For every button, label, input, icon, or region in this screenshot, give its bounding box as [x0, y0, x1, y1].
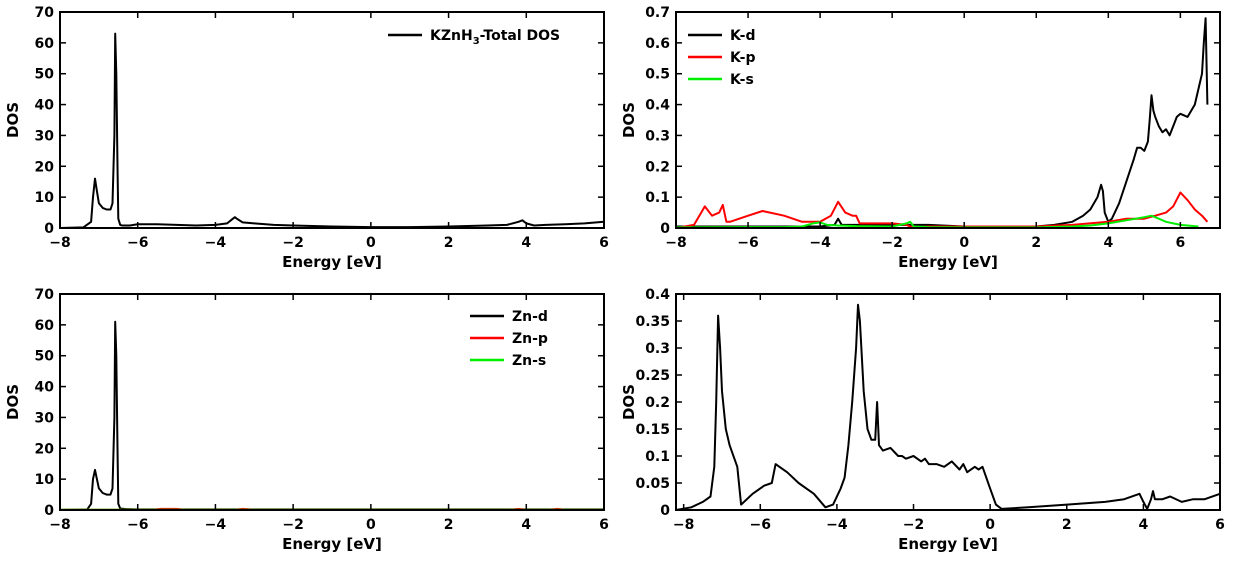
- x-tick-label: −4: [205, 235, 227, 251]
- y-tick-label: 20: [35, 159, 55, 175]
- y-tick-label: 70: [35, 287, 55, 303]
- y-tick-label: 0.3: [645, 128, 670, 144]
- y-tick-label: 0.4: [645, 287, 670, 303]
- series-line-h-dos: [675, 303, 1221, 511]
- legend-entry: K-d: [730, 28, 755, 44]
- y-tick-label: 60: [35, 318, 55, 334]
- x-tick-label: −2: [903, 517, 924, 533]
- plot-frame: [59, 293, 605, 511]
- x-tick-label: 4: [521, 517, 531, 533]
- x-tick-label: −4: [205, 517, 227, 533]
- y-tick-label: 30: [35, 128, 55, 144]
- x-tick-label: 0: [366, 517, 376, 533]
- y-tick-label: 50: [35, 67, 55, 83]
- x-tick-label: 2: [1031, 235, 1041, 251]
- y-tick-label: 0: [44, 221, 54, 237]
- x-tick-label: −4: [809, 235, 831, 251]
- y-tick-label: 40: [35, 380, 55, 396]
- y-axis-label: DOS: [620, 102, 638, 138]
- legend-entry: Zn-s: [512, 353, 546, 369]
- y-tick-label: 30: [35, 410, 55, 426]
- y-tick-label: 0.25: [635, 368, 670, 384]
- x-tick-label: −8: [665, 235, 686, 251]
- y-tick-label: 0.2: [645, 395, 670, 411]
- legend-entry: Zn-p: [512, 331, 548, 347]
- plot-frame: [675, 11, 1221, 229]
- legend-entry: KZnH3-Total DOS: [430, 28, 560, 47]
- x-tick-label: 6: [1215, 517, 1225, 533]
- x-tick-label: 0: [985, 517, 995, 533]
- y-tick-label: 10: [35, 472, 55, 488]
- x-tick-label: 2: [1062, 517, 1072, 533]
- plot-frame: [675, 293, 1221, 511]
- x-tick-label: 4: [1139, 517, 1149, 533]
- y-tick-label: 70: [35, 5, 55, 21]
- y-tick-label: 0: [660, 503, 670, 519]
- y-tick-label: 0.35: [635, 314, 670, 330]
- y-tick-label: 60: [35, 36, 55, 52]
- x-axis-label: Energy [eV]: [282, 253, 382, 271]
- y-tick-label: 0.05: [635, 476, 670, 492]
- y-axis-label: DOS: [620, 384, 638, 420]
- y-tick-label: 40: [35, 98, 55, 114]
- legend-entry: Zn-d: [512, 309, 548, 325]
- x-tick-label: −2: [881, 235, 902, 251]
- y-tick-label: 0: [660, 221, 670, 237]
- y-axis-label: DOS: [4, 384, 22, 420]
- plot-frame: [59, 11, 605, 229]
- y-axis-label: DOS: [4, 102, 22, 138]
- y-tick-label: 0.4: [645, 98, 670, 114]
- x-tick-label: 4: [1103, 235, 1113, 251]
- y-tick-label: 0.3: [645, 341, 670, 357]
- x-tick-label: 6: [599, 517, 609, 533]
- x-tick-label: −2: [282, 235, 303, 251]
- series-line-zn-d: [59, 320, 604, 511]
- y-tick-label: 0.15: [635, 422, 670, 438]
- y-tick-label: 0.1: [645, 449, 670, 465]
- x-tick-label: −6: [750, 517, 771, 533]
- y-tick-label: 0.2: [645, 159, 670, 175]
- panel-h-projected-dos: −8 −6 −4 −2 0 2 4 6 0 0.05 0.1 0.15 0.2 0.25 0.3 0.35 0.…: [620, 287, 1225, 553]
- x-tick-label: 2: [444, 235, 454, 251]
- x-tick-label: 0: [366, 235, 376, 251]
- x-tick-label: −8: [673, 517, 694, 533]
- x-tick-label: −6: [127, 517, 148, 533]
- panel-k-projected-dos: −8 −6 −4 −2 0 2 4 6 0 0.1 0.2 0.3 0.4 0.5 0.6 0.7 Energy…: [620, 5, 1221, 271]
- y-tick-label: 0.1: [645, 190, 670, 206]
- y-tick-label: 0.7: [645, 5, 670, 21]
- x-tick-label: −6: [737, 235, 758, 251]
- y-tick-label: 20: [35, 441, 55, 457]
- x-tick-label: −8: [49, 517, 70, 533]
- y-tick-label: 50: [35, 349, 55, 365]
- x-tick-label: 6: [599, 235, 609, 251]
- x-tick-label: 6: [1175, 235, 1185, 251]
- y-tick-label: 0: [44, 503, 54, 519]
- x-tick-label: −2: [282, 517, 303, 533]
- legend-entry: K-s: [730, 72, 754, 88]
- series-line-k-p: [675, 191, 1209, 229]
- series-line-kznh3-total-dos: [59, 32, 605, 229]
- y-tick-label: 0.5: [645, 67, 670, 83]
- x-tick-label: −8: [49, 235, 70, 251]
- series-line-k-d: [676, 17, 1209, 228]
- y-tick-label: 0.6: [645, 36, 670, 52]
- x-tick-label: 4: [521, 235, 531, 251]
- x-axis-label: Energy [eV]: [282, 535, 382, 553]
- x-axis-label: Energy [eV]: [898, 253, 998, 271]
- x-axis-label: Energy [eV]: [898, 535, 998, 553]
- legend-entry: K-p: [730, 50, 755, 66]
- x-tick-label: −6: [127, 235, 148, 251]
- x-tick-label: −4: [826, 517, 848, 533]
- y-tick-label: 10: [35, 190, 55, 206]
- x-tick-label: 2: [444, 517, 454, 533]
- x-tick-label: 0: [959, 235, 969, 251]
